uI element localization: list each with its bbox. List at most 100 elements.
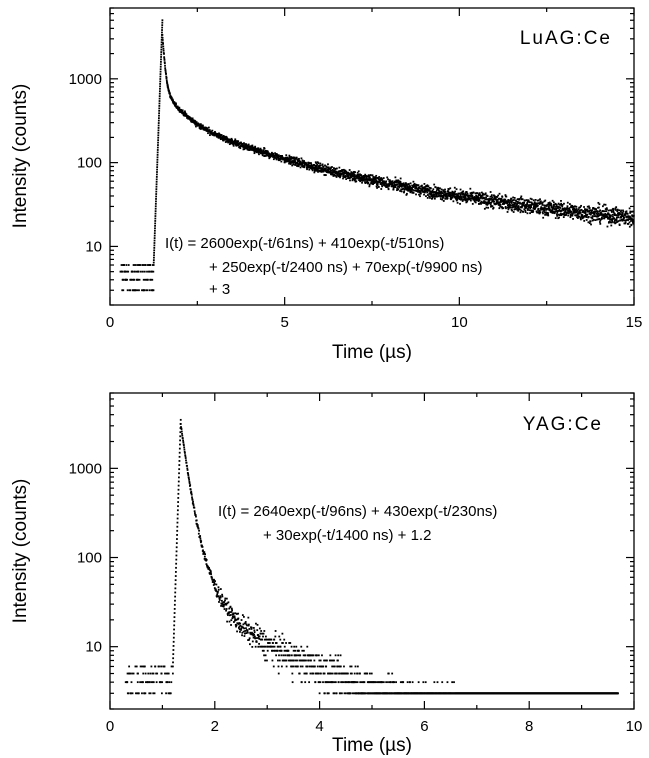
data-point — [182, 111, 185, 114]
data-point — [554, 217, 557, 219]
data-point — [360, 178, 363, 181]
data-point — [205, 563, 208, 566]
data-point — [310, 162, 312, 164]
data-point — [509, 206, 512, 209]
data-point — [277, 156, 280, 159]
data-point — [229, 605, 232, 608]
data-point — [254, 147, 257, 149]
data-point — [552, 205, 555, 208]
data-point — [176, 517, 179, 520]
data-point — [498, 192, 501, 195]
data-point — [615, 206, 618, 209]
data-point — [340, 681, 342, 684]
data-point — [619, 213, 622, 216]
data-point — [272, 665, 275, 668]
data-point — [170, 665, 173, 668]
data-point — [121, 289, 124, 292]
data-point — [126, 289, 129, 292]
data-point — [500, 199, 503, 202]
data-point — [591, 217, 594, 219]
data-point — [405, 187, 407, 189]
data-point — [135, 665, 138, 668]
data-point — [313, 164, 316, 166]
data-point — [517, 202, 519, 205]
data-point — [558, 216, 560, 219]
data-point — [603, 216, 606, 219]
data-point — [273, 645, 276, 648]
data-point — [344, 692, 347, 695]
data-point — [424, 190, 427, 193]
data-point — [437, 193, 440, 195]
data-point — [126, 278, 129, 281]
data-point — [397, 179, 400, 182]
data-point — [152, 270, 155, 273]
data-point — [331, 166, 333, 168]
data-point — [338, 172, 341, 175]
data-point — [191, 496, 193, 499]
data-point — [339, 654, 342, 657]
data-point — [289, 163, 292, 165]
data-point — [552, 201, 555, 204]
data-point — [270, 638, 273, 641]
data-point — [305, 166, 308, 169]
data-point — [443, 194, 446, 197]
data-point — [351, 172, 354, 174]
y-axis-title: Intensity (counts) — [10, 479, 31, 624]
data-point — [275, 153, 278, 155]
data-point — [172, 645, 175, 647]
data-point — [516, 200, 519, 203]
data-point — [138, 289, 140, 292]
data-point — [240, 629, 242, 631]
data-point — [341, 169, 344, 171]
data-point — [593, 212, 596, 215]
data-point — [589, 211, 592, 214]
data-point — [299, 161, 302, 163]
data-point — [393, 681, 396, 684]
data-point — [580, 209, 583, 211]
data-point — [178, 451, 181, 454]
data-point — [173, 616, 176, 619]
data-point — [621, 212, 624, 215]
data-point — [209, 134, 211, 137]
data-point — [191, 499, 194, 501]
data-point — [539, 211, 542, 214]
data-point — [294, 654, 296, 657]
data-point — [250, 628, 253, 630]
data-point — [571, 206, 574, 209]
data-point — [162, 52, 165, 54]
data-point — [623, 219, 626, 222]
data-point — [197, 124, 199, 127]
data-point — [157, 124, 160, 127]
data-point — [134, 665, 137, 668]
data-point — [431, 194, 433, 197]
data-point — [598, 214, 601, 217]
data-point — [472, 191, 475, 194]
data-point — [412, 180, 415, 183]
data-point — [617, 216, 620, 219]
data-point — [151, 270, 153, 273]
data-point — [158, 105, 161, 107]
data-point — [526, 209, 529, 211]
data-point — [238, 628, 241, 631]
data-point — [498, 207, 501, 210]
data-point — [133, 278, 135, 281]
data-point — [464, 192, 467, 195]
data-point — [366, 180, 369, 182]
data-point — [164, 69, 167, 72]
data-point — [530, 211, 533, 213]
data-point — [506, 206, 509, 209]
data-point — [531, 202, 534, 205]
x-tick-label: 6 — [420, 718, 428, 735]
data-point — [583, 219, 586, 222]
y-tick-label: 10 — [85, 639, 102, 656]
data-point — [177, 488, 180, 491]
data-point — [315, 162, 318, 165]
data-point — [460, 193, 462, 196]
data-point — [154, 210, 157, 213]
data-point — [318, 692, 321, 695]
data-point — [496, 196, 498, 198]
data-point — [161, 19, 164, 22]
data-point — [141, 665, 144, 668]
data-point — [163, 56, 166, 59]
data-point — [415, 187, 418, 190]
